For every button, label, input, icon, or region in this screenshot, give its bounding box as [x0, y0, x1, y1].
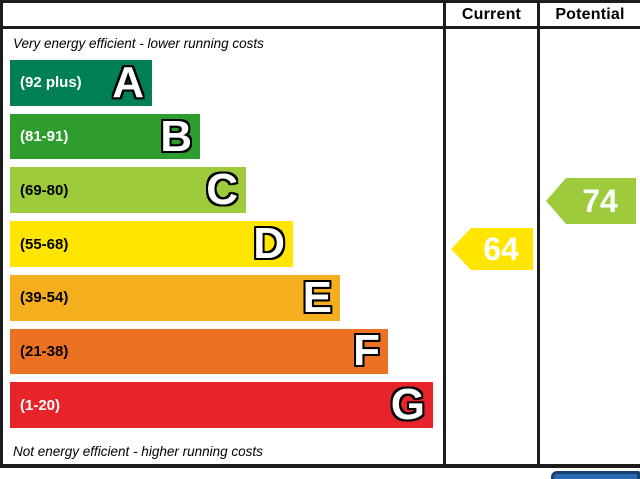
band-letter: B: [160, 111, 192, 161]
bands-column: Very energy efficient - lower running co…: [3, 29, 443, 464]
band-range-label: (69-80): [20, 181, 69, 199]
current-column: [443, 29, 537, 464]
current-header-label: Current: [461, 5, 522, 23]
band-letter: D: [253, 219, 285, 269]
band-range-label: (81-91): [20, 128, 69, 146]
header-spacer: [3, 3, 443, 29]
band-row-b: (81-91) B: [10, 111, 200, 161]
potential-rating-arrow: 74: [546, 178, 636, 224]
band-range-label: (1-20): [20, 396, 61, 414]
potential-column: [537, 29, 640, 464]
column-header-current: Current: [443, 3, 537, 29]
column-header-potential: Potential: [537, 3, 640, 29]
current-rating-arrow: 64: [451, 228, 533, 270]
band-range-label: (39-54): [20, 289, 69, 307]
band-letter: F: [353, 326, 380, 376]
band-letter: E: [302, 272, 332, 322]
potential-header-label: Potential: [555, 5, 625, 23]
band-row-f: (21-38) F: [10, 326, 388, 376]
band-range-label: (55-68): [20, 235, 69, 253]
band-row-d: (55-68) D: [10, 221, 293, 267]
caption-top: Very energy efficient - lower running co…: [13, 36, 264, 51]
band-range-label: (21-38): [20, 342, 69, 360]
potential-rating-value: 74: [582, 183, 618, 219]
partial-blue-element: [551, 471, 640, 479]
band-row-g: (1-20) G: [10, 380, 433, 430]
band-range-label: (92 plus): [20, 74, 82, 92]
energy-rating-chart: Current Potential Very energy efficient …: [0, 0, 640, 468]
band-row-c: (69-80) C: [10, 165, 246, 215]
band-letter: C: [206, 165, 238, 215]
caption-bottom: Not energy efficient - higher running co…: [13, 444, 263, 460]
band-letter: A: [112, 57, 144, 107]
current-rating-value: 64: [483, 231, 519, 267]
band-row-e: (39-54) E: [10, 272, 340, 322]
band-letter: G: [390, 380, 425, 430]
band-row-a: (92 plus) A: [10, 60, 152, 106]
